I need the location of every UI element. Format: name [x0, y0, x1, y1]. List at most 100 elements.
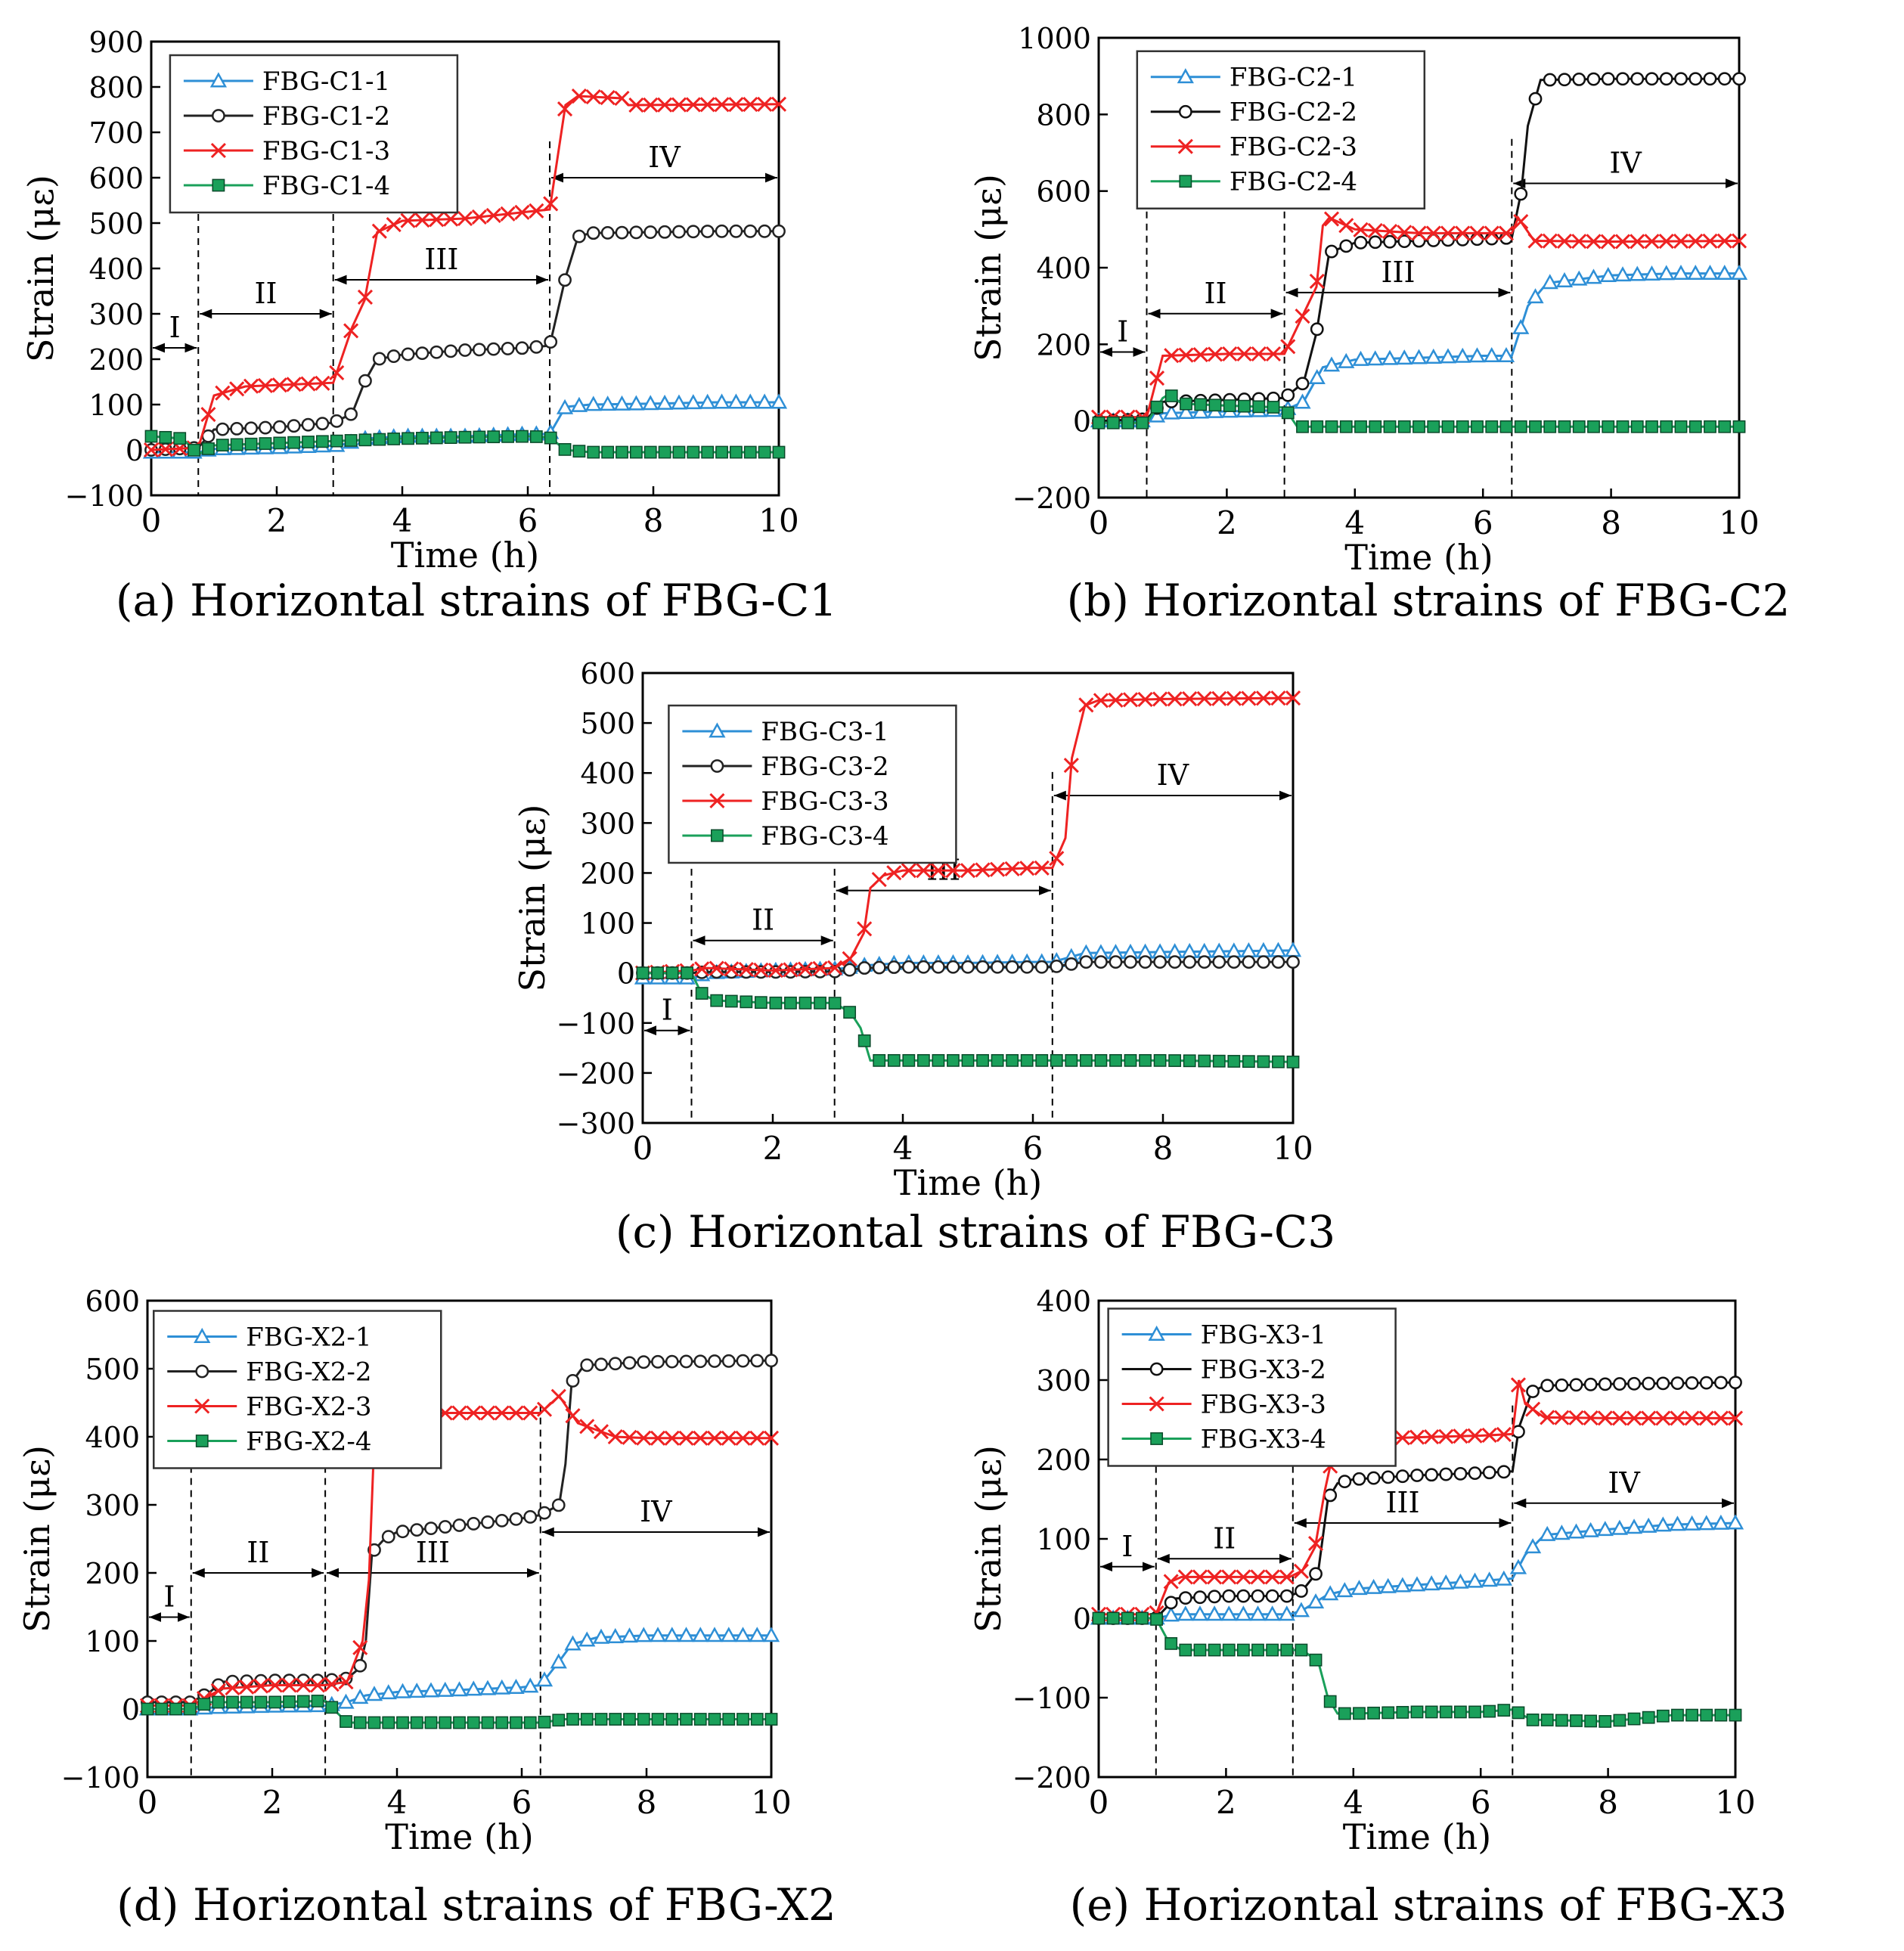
data-point	[740, 995, 753, 1009]
data-point	[1642, 1711, 1655, 1724]
data-point	[1542, 233, 1558, 249]
data-point	[1498, 225, 1515, 241]
data-point	[1729, 1708, 1742, 1722]
data-point	[713, 393, 730, 409]
data-point	[1513, 214, 1529, 230]
data-point	[536, 1401, 553, 1417]
data-point	[493, 1679, 510, 1695]
data-point	[372, 352, 386, 366]
data-point	[1482, 1466, 1496, 1480]
y-tick-label: −300	[557, 1107, 635, 1140]
data-point	[1138, 955, 1152, 969]
data-point	[1556, 233, 1573, 249]
data-point	[1425, 225, 1441, 241]
data-point	[685, 97, 701, 113]
data-point	[451, 1681, 468, 1697]
stage-label: I	[1117, 315, 1128, 348]
data-point	[1512, 318, 1530, 334]
data-point	[286, 377, 302, 392]
data-point	[714, 97, 730, 113]
data-point	[657, 97, 673, 113]
data-point	[1020, 1053, 1034, 1067]
y-tick-label: −200	[557, 1057, 635, 1090]
data-point	[629, 225, 643, 240]
legend-label: FBG-C1-4	[262, 171, 390, 201]
data-point	[1339, 420, 1353, 433]
data-point	[1425, 1468, 1439, 1482]
data-point	[1035, 1053, 1049, 1067]
data-point	[155, 1702, 169, 1716]
series-FBG-C1-2	[144, 224, 786, 457]
data-point	[1688, 420, 1702, 433]
data-point	[1496, 1465, 1511, 1479]
y-axis-label: Strain (με)	[968, 174, 1009, 361]
data-point	[382, 1716, 395, 1729]
data-point	[916, 1053, 930, 1067]
data-point	[772, 224, 786, 238]
y-tick-label: 600	[1036, 175, 1091, 209]
data-point	[481, 1515, 495, 1529]
legend-label: FBG-X3-4	[1201, 1425, 1326, 1455]
data-point	[1394, 1430, 1410, 1446]
data-point	[616, 445, 628, 459]
data-point	[686, 225, 700, 239]
stage-label: II	[752, 904, 774, 937]
data-point	[1124, 955, 1137, 969]
data-point	[570, 396, 588, 412]
stage-label: II	[1205, 277, 1227, 310]
data-point	[1441, 420, 1455, 433]
data-point	[523, 1405, 538, 1421]
data-point	[416, 432, 429, 445]
data-point	[472, 343, 486, 357]
data-point	[1510, 1377, 1527, 1393]
data-point	[244, 421, 258, 436]
data-point	[946, 960, 960, 974]
data-point	[386, 349, 401, 363]
data-point	[599, 395, 616, 411]
data-point	[1570, 1714, 1583, 1727]
x-tick-label: 0	[1089, 1784, 1109, 1821]
data-point	[408, 1683, 426, 1698]
data-point	[991, 960, 1004, 974]
data-point	[210, 1683, 226, 1698]
data-point	[764, 1713, 778, 1726]
data-point	[230, 438, 243, 451]
data-point	[710, 994, 724, 1007]
data-point	[444, 344, 458, 358]
legend-marker	[195, 1435, 209, 1447]
data-point	[1180, 397, 1192, 411]
y-tick-label: −200	[1012, 1761, 1091, 1794]
series-FBG-C3-4	[636, 966, 1300, 1069]
data-point	[1657, 265, 1675, 281]
data-point	[715, 224, 729, 238]
legend-label: FBG-X3-3	[1201, 1390, 1326, 1420]
data-point	[1640, 1517, 1657, 1533]
data-point	[1191, 1605, 1209, 1621]
data-point	[325, 1701, 339, 1714]
y-tick-label: 400	[1036, 1285, 1091, 1318]
x-tick-label: 6	[512, 1784, 532, 1821]
data-point	[1671, 1708, 1684, 1722]
data-point	[471, 209, 487, 225]
x-tick-label: 10	[1719, 504, 1759, 541]
data-point	[671, 97, 687, 113]
data-point	[614, 90, 630, 107]
data-point	[1148, 407, 1166, 423]
data-point	[1079, 1053, 1093, 1067]
data-point	[287, 436, 301, 449]
data-point	[1092, 1611, 1105, 1625]
data-point	[1293, 1563, 1309, 1579]
data-point	[1540, 1410, 1555, 1425]
data-point	[239, 1679, 255, 1695]
data-point	[564, 1635, 581, 1651]
data-point	[486, 342, 501, 356]
data-point	[415, 346, 429, 360]
data-point	[1295, 377, 1310, 391]
data-point	[272, 420, 287, 434]
legend-label: FBG-C3-1	[761, 717, 888, 747]
data-point	[975, 862, 991, 878]
data-point	[1353, 1707, 1366, 1720]
data-point	[1397, 234, 1412, 249]
stage-label: I	[1121, 1530, 1133, 1563]
